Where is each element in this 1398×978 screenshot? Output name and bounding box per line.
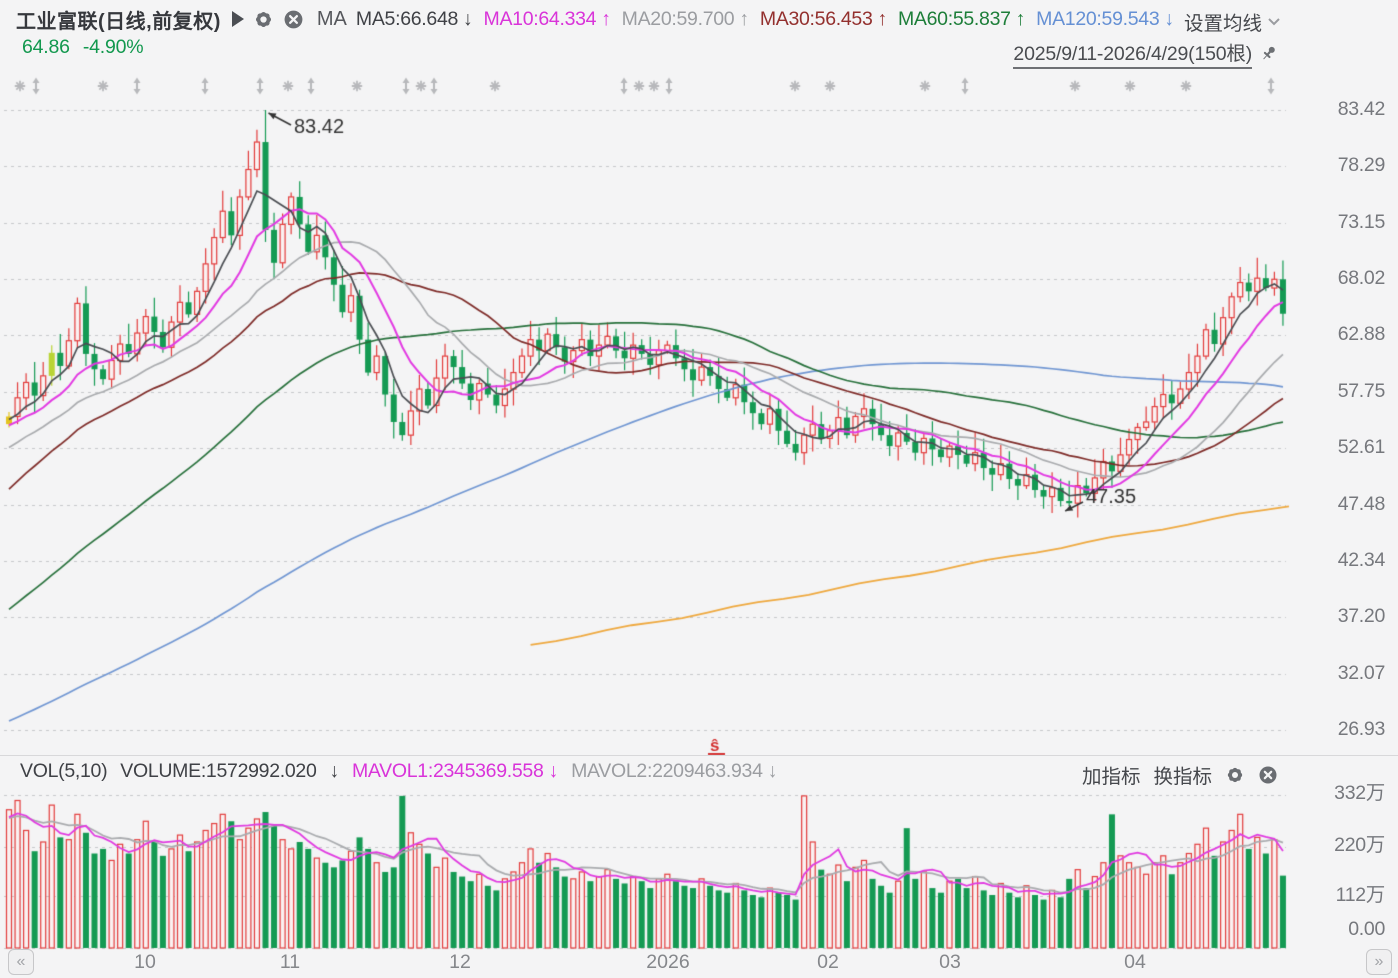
volume-value: VOLUME:1572992.020 (120, 760, 317, 782)
price-axis-label: 26.93 (1337, 717, 1386, 740)
price-axis-label: 83.42 (1337, 98, 1386, 120)
mavol1-value: MAVOL1:2345369.558 ↓ (351, 760, 559, 782)
ma-reading-ma20: MA20:59.700 ↑ (621, 7, 749, 30)
chart-header: 工业富联(日线,前复权) MA MA5:66.648 ↓ MA10:64.334 ↑ M… (16, 4, 1174, 34)
scroll-right-button[interactable]: » (1366, 949, 1392, 975)
scroll-left-button[interactable]: « (8, 949, 34, 975)
main-chart-canvas[interactable] (0, 70, 1290, 756)
vol-gear-icon[interactable] (1225, 765, 1245, 785)
price-axis-label: 68.02 (1337, 267, 1386, 290)
pin-icon (1263, 46, 1275, 59)
time-axis-label: 11 (279, 951, 301, 973)
ma-reading-ma60: MA60:55.837 ↑ (897, 7, 1026, 30)
price-readout: 64.86 -4.90% (22, 36, 144, 59)
volume-axis-label: 0.00 (1348, 918, 1385, 940)
volume-chart-canvas[interactable] (0, 756, 1290, 950)
switch-indicator-button[interactable]: 换指标 (1153, 766, 1212, 788)
time-axis-label: 2026 (646, 951, 690, 973)
price-axis-label: 42.34 (1337, 548, 1386, 571)
ma-reading-ma30: MA30:56.453 ↑ (759, 7, 887, 30)
stock-title: 工业富联(日线,前复权) (16, 10, 221, 33)
vol-indicator-label: VOL(5,10) (20, 760, 108, 782)
chevron-down-icon (1268, 18, 1280, 26)
volume-toolbar: 加指标 换指标 (1082, 760, 1278, 789)
set-ma-button[interactable]: 设置均线 (1184, 7, 1281, 36)
time-axis-label: 03 (939, 951, 961, 973)
price-axis-label: 47.48 (1337, 492, 1386, 515)
add-indicator-button[interactable]: 加指标 (1081, 766, 1141, 788)
vol-close-icon[interactable] (1258, 765, 1278, 785)
ma-reading-ma5: MA5:66.648 ↓ (355, 7, 473, 30)
time-axis-label: 12 (449, 951, 471, 973)
time-axis-label: 10 (134, 951, 156, 973)
gear-icon[interactable] (253, 9, 274, 30)
volume-header: VOL(5,10) VOLUME:1572992.020 ↓ MAVOL1:23… (20, 760, 778, 783)
price-axis-label: 52.61 (1337, 436, 1386, 459)
price-axis-label: 73.15 (1337, 210, 1386, 233)
time-axis-label: 02 (817, 951, 839, 973)
last-price: 64.86 (22, 36, 70, 58)
ma-values: MA5:66.648 ↓ MA10:64.334 ↑ MA20:59.700 ↑ MA30:… (356, 8, 1174, 31)
set-ma-label: 设置均线 (1183, 13, 1262, 35)
date-range-label: 2025/9/11-2026/4/29(150根) (1013, 37, 1252, 69)
price-axis-label: 32.07 (1337, 661, 1386, 684)
volume-axis-label: 112万 (1335, 884, 1386, 906)
volume-axis-label: 220万 (1334, 834, 1385, 856)
ma-reading-ma10: MA10:64.334 ↑ (483, 7, 611, 30)
ma-indicator-label: MA (316, 7, 347, 30)
volume-arrow: ↓ (329, 760, 340, 782)
close-icon[interactable] (283, 9, 304, 30)
change-percent: -4.90% (82, 36, 144, 58)
price-axis-label: 62.88 (1337, 323, 1386, 346)
mavol2-value: MAVOL2:2209463.934 ↓ (571, 760, 778, 782)
expand-play-icon[interactable] (231, 11, 244, 27)
date-range[interactable]: 2025/9/11-2026/4/29(150根) (1013, 37, 1278, 69)
volume-axis-label: 332万 (1334, 782, 1385, 804)
price-axis-label: 57.75 (1337, 379, 1386, 402)
pane-divider (0, 755, 1398, 756)
price-axis-label: 78.29 (1337, 154, 1386, 177)
time-axis-label: 04 (1124, 951, 1146, 973)
ma-reading-ma120: MA120:59.543 ↓ (1036, 7, 1174, 30)
price-axis-label: 37.20 (1337, 605, 1386, 628)
